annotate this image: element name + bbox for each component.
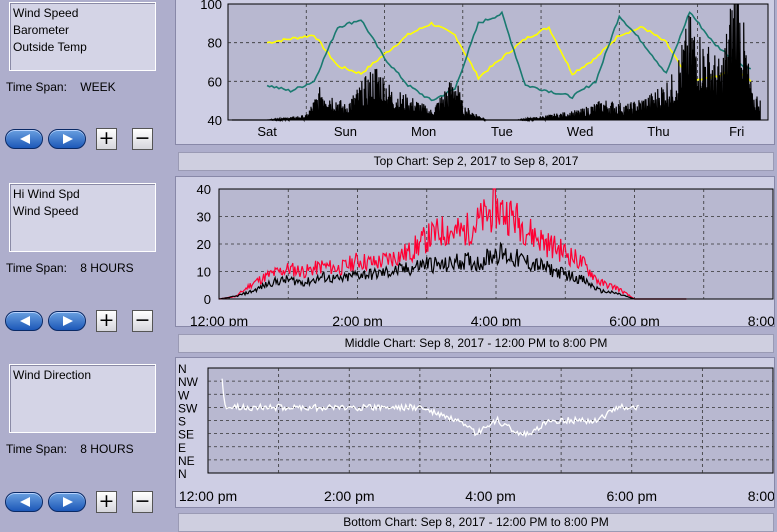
next-button-top[interactable] xyxy=(48,129,86,149)
zoom-out-button-top[interactable]: − xyxy=(132,128,153,150)
chart-caption-top: Top Chart: Sep 2, 2017 to Sep 8, 2017 xyxy=(178,152,774,171)
x-tick-label: 8:00 pm xyxy=(748,488,774,504)
x-tick-label: Sun xyxy=(334,124,357,139)
chart-caption-middle: Middle Chart: Sep 8, 2017 - 12:00 PM to … xyxy=(178,334,774,353)
time-span-top: Time Span: WEEK xyxy=(6,80,116,94)
x-tick-label: 2:00 pm xyxy=(324,488,375,504)
legend-box-middle: Hi Wind Spd Wind Speed xyxy=(9,183,156,252)
y-tick-label: 10 xyxy=(197,265,211,280)
y-tick-label: 100 xyxy=(200,0,222,12)
time-span-label: Time Span: xyxy=(6,261,67,275)
legend-item: Barometer xyxy=(13,23,70,37)
x-tick-label: Tue xyxy=(491,124,513,139)
y-tick-label: 80 xyxy=(208,36,222,51)
next-button-middle[interactable] xyxy=(48,311,86,331)
y-tick-label: S xyxy=(178,415,186,429)
y-tick-label: E xyxy=(178,441,186,455)
y-tick-label: 30 xyxy=(197,210,211,225)
chart-middle: 40 30 20 10 0 12:00 pm 2:00 pm 4:00 pm 6:00 pm 8:… xyxy=(190,182,774,326)
zoom-in-button-middle[interactable]: + xyxy=(96,310,117,332)
zoom-out-button-bottom[interactable]: − xyxy=(132,491,153,513)
x-tick-label: 4:00 pm xyxy=(465,488,516,504)
x-tick-label: 12:00 pm xyxy=(190,313,248,326)
zoom-in-button-top[interactable]: + xyxy=(96,128,117,150)
y-tick-label: N xyxy=(178,467,187,481)
right-arrow-icon xyxy=(63,134,73,144)
chart-panel-middle: 40 30 20 10 0 12:00 pm 2:00 pm 4:00 pm 6:00 pm 8:… xyxy=(175,176,775,327)
legend-item: Hi Wind Spd xyxy=(13,187,80,201)
x-tick-label: 6:00 pm xyxy=(609,313,660,326)
x-tick-label: Wed xyxy=(567,124,594,139)
legend-item: Wind Speed xyxy=(13,6,79,20)
y-tick-label: W xyxy=(178,388,190,402)
prev-button-middle[interactable] xyxy=(5,311,43,331)
series-wind-speed-line xyxy=(218,241,687,300)
time-span-label: Time Span: xyxy=(6,442,67,456)
x-tick-label: 4:00 pm xyxy=(471,313,522,326)
zoom-in-button-bottom[interactable]: + xyxy=(96,491,117,513)
left-arrow-icon xyxy=(20,497,30,507)
x-tick-label: Thu xyxy=(647,124,669,139)
x-tick-label: Fri xyxy=(729,124,744,139)
x-tick-label: 6:00 pm xyxy=(606,488,657,504)
y-tick-label: NW xyxy=(178,375,199,389)
left-arrow-icon xyxy=(20,134,30,144)
prev-button-top[interactable] xyxy=(5,129,43,149)
series-wind-direction-line xyxy=(221,378,639,438)
series-barometer-line xyxy=(266,10,752,102)
time-span-bottom: Time Span: 8 HOURS xyxy=(6,442,134,456)
y-tick-label: 60 xyxy=(208,74,222,89)
y-tick-label: SW xyxy=(178,401,198,415)
y-tick-label: 20 xyxy=(197,237,211,252)
chart-panel-top: 100 80 60 40 Sat Sun Mon Tue Wed Thu Fri xyxy=(175,0,775,145)
x-tick-label: 2:00 pm xyxy=(332,313,383,326)
left-arrow-icon xyxy=(20,316,30,326)
time-span-value[interactable]: WEEK xyxy=(80,80,116,94)
chart-panel-bottom: N NW W SW S SE E NE N 12:00 pm 2:00 pm 4:00 pm 6:00 … xyxy=(175,357,775,508)
time-span-value[interactable]: 8 HOURS xyxy=(80,261,134,275)
right-arrow-icon xyxy=(63,316,73,326)
chart-top: 100 80 60 40 Sat Sun Mon Tue Wed Thu Fri xyxy=(200,0,769,139)
x-tick-label: 12:00 pm xyxy=(179,488,237,504)
right-arrow-icon xyxy=(63,497,73,507)
legend-item: Outside Temp xyxy=(13,40,87,54)
time-span-label: Time Span: xyxy=(6,80,67,94)
y-tick-label: 40 xyxy=(208,113,222,128)
series-wind-speed-line xyxy=(231,3,761,123)
series-hi-wind-spd-line xyxy=(218,188,687,300)
zoom-out-button-middle[interactable]: − xyxy=(132,310,153,332)
legend-item: Wind Direction xyxy=(13,368,92,382)
x-tick-label: Mon xyxy=(411,124,436,139)
legend-item: Wind Speed xyxy=(13,204,79,218)
next-button-bottom[interactable] xyxy=(48,492,86,512)
y-tick-label: 0 xyxy=(204,292,211,307)
y-tick-label: 40 xyxy=(197,182,211,197)
x-tick-label: 8:00 pm xyxy=(748,313,774,326)
series-outside-temp-line xyxy=(266,21,752,84)
prev-button-bottom[interactable] xyxy=(5,492,43,512)
legend-box-bottom: Wind Direction xyxy=(9,364,156,433)
y-tick-label: NE xyxy=(178,454,195,468)
time-span-value[interactable]: 8 HOURS xyxy=(80,442,134,456)
x-tick-label: Sat xyxy=(257,124,277,139)
chart-caption-bottom: Bottom Chart: Sep 8, 2017 - 12:00 PM to … xyxy=(178,513,774,532)
legend-box-top: Wind Speed Barometer Outside Temp xyxy=(9,2,156,71)
time-span-middle: Time Span: 8 HOURS xyxy=(6,261,134,275)
y-tick-label: N xyxy=(178,362,187,376)
y-tick-label: SE xyxy=(178,428,194,442)
